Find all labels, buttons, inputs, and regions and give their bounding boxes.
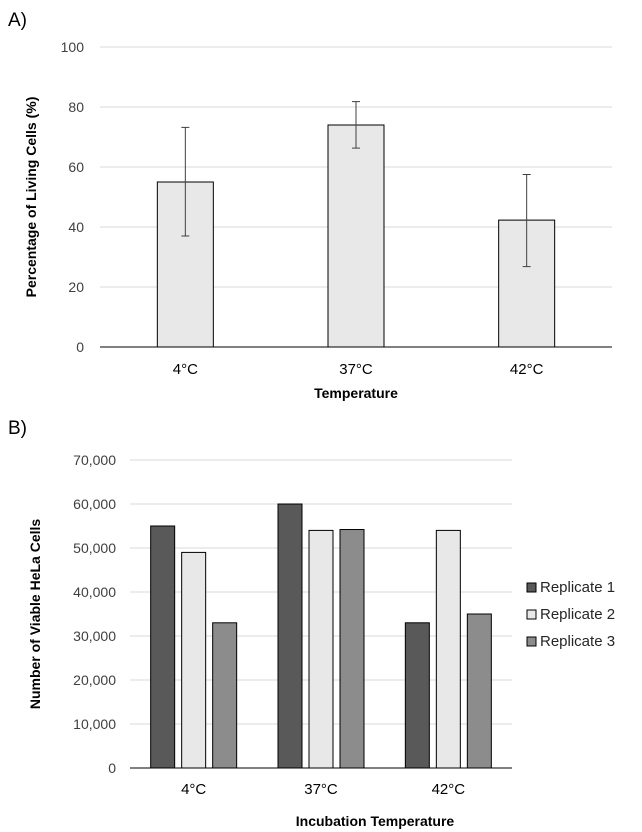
x-axis-title: Incubation Temperature	[296, 813, 455, 829]
legend-swatch	[526, 582, 537, 593]
legend-label: Replicate 2	[540, 606, 615, 623]
bar	[277, 503, 303, 769]
x-tick-label: 42°C	[432, 781, 466, 798]
y-tick-label: 100	[61, 39, 85, 55]
x-tick-label: 42°C	[510, 361, 544, 378]
y-tick-label: 40,000	[73, 584, 116, 600]
y-axis-title: Percentage of Living Cells (%)	[23, 97, 39, 298]
panel-a-label: A)	[8, 10, 27, 31]
bar	[435, 529, 461, 769]
bar	[404, 622, 430, 769]
x-tick-label: 37°C	[339, 361, 373, 378]
legend-swatch	[526, 609, 537, 620]
bar	[150, 525, 176, 769]
y-tick-label: 80	[68, 99, 84, 115]
y-tick-label: 70,000	[73, 452, 116, 468]
y-tick-label: 50,000	[73, 540, 116, 556]
bar	[327, 124, 385, 348]
y-tick-label: 30,000	[73, 628, 116, 644]
y-tick-label: 60	[68, 159, 84, 175]
x-tick-label: 4°C	[181, 781, 206, 798]
legend-swatch	[526, 636, 537, 647]
bar	[181, 551, 207, 769]
x-axis-title: Temperature	[314, 385, 398, 401]
y-tick-label: 10,000	[73, 716, 116, 732]
y-tick-label: 40	[68, 219, 84, 235]
bar	[466, 613, 492, 769]
x-tick-label: 4°C	[173, 361, 198, 378]
legend-label: Replicate 3	[540, 633, 615, 650]
bar	[308, 529, 334, 769]
y-axis-title: Number of Viable HeLa Cells	[27, 519, 43, 710]
legend-label: Replicate 1	[540, 579, 615, 596]
y-tick-label: 20,000	[73, 672, 116, 688]
y-tick-label: 20	[68, 279, 84, 295]
chart-b: 0 10,000 20,000 30,000 40,000 50,000 60,000 70,…	[27, 452, 615, 829]
y-tick-label: 0	[108, 760, 116, 776]
panel-b-label: B)	[8, 418, 27, 439]
bar	[212, 622, 238, 769]
chart-a: 0 20 40 60 80 100 4°C 37°C 42°C Temperature Percen…	[23, 39, 612, 401]
x-tick-label: 37°C	[304, 781, 338, 798]
y-tick-label: 0	[76, 339, 84, 355]
y-tick-label: 60,000	[73, 496, 116, 512]
bar	[339, 529, 365, 769]
